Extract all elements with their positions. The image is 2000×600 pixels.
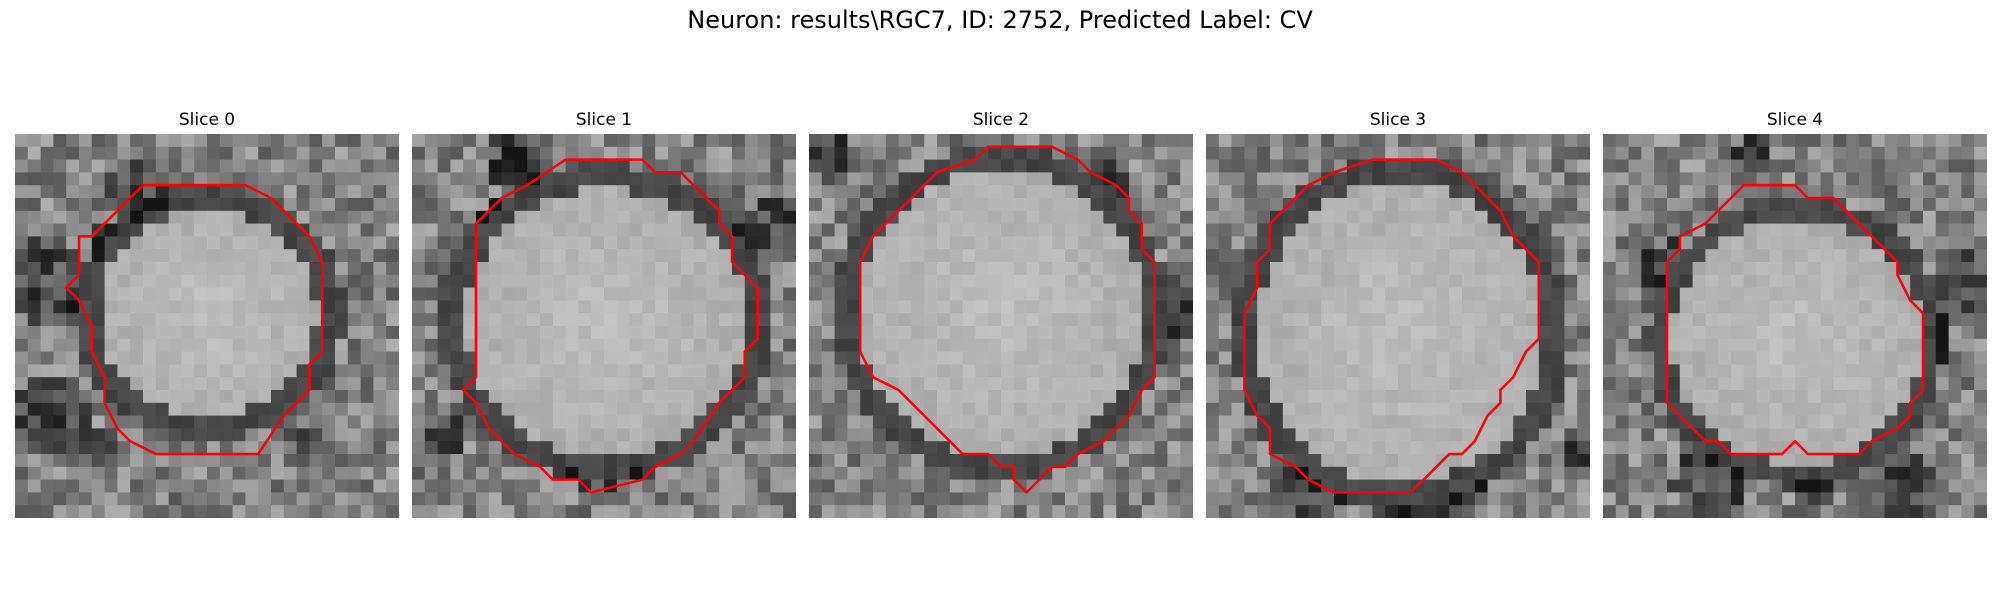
slice-image-1: [412, 134, 796, 518]
segmentation-contour: [461, 158, 759, 494]
segmentation-contour: [1243, 158, 1541, 494]
segmentation-contour: [64, 183, 324, 456]
slice-title-4: Slice 4: [1766, 110, 1824, 130]
figure-title: Neuron: results\RGC7, ID: 2752, Predicte…: [687, 6, 1313, 34]
slice-title-1: Slice 1: [575, 110, 633, 130]
slice-title-2: Slice 2: [972, 110, 1030, 130]
slice-title-0: Slice 0: [178, 110, 236, 130]
segmentation-contour: [1665, 183, 1925, 456]
slice-image-4: [1603, 134, 1987, 518]
slice-title-3: Slice 3: [1369, 110, 1427, 130]
slice-image-3: [1206, 134, 1590, 518]
segmentation-contour: [858, 145, 1156, 494]
slice-image-2: [809, 134, 1193, 518]
slice-image-0: [15, 134, 399, 518]
